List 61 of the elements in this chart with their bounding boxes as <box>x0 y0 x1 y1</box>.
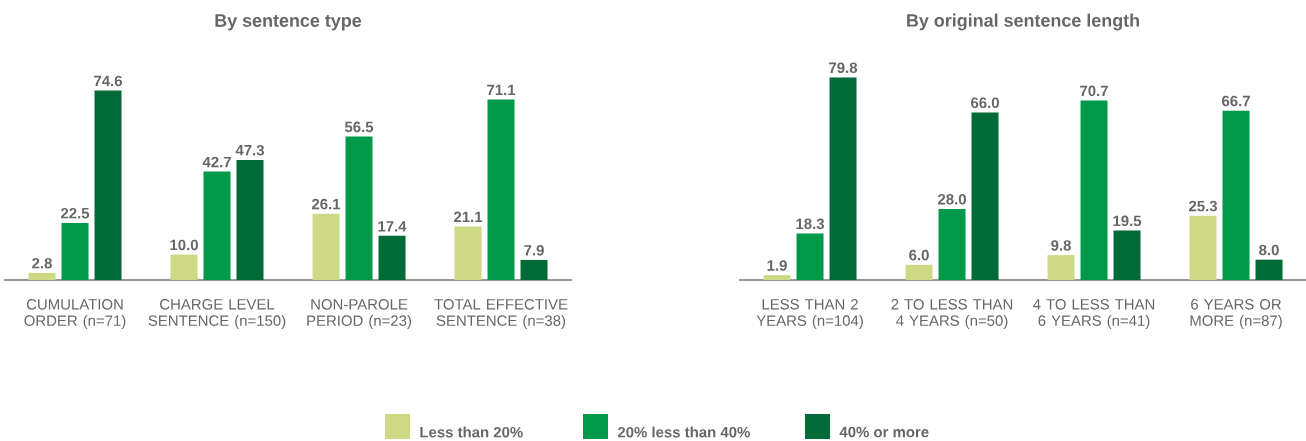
bar <box>938 208 966 280</box>
data-label: 6.0 <box>909 249 929 261</box>
bar <box>345 136 373 280</box>
data-label: 42.7 <box>202 156 231 168</box>
x-tick-label: LESS THAN 2 YEARS (n=104) <box>756 299 863 329</box>
bar <box>1255 259 1283 280</box>
bar <box>1047 255 1075 280</box>
data-label: 56.5 <box>344 121 374 133</box>
data-label: 1.9 <box>767 260 787 271</box>
chart-title: By original sentence length <box>907 13 1139 31</box>
data-label: 66.7 <box>1222 95 1250 107</box>
data-label: 66.0 <box>971 97 999 109</box>
x-tick-label: CUMULATION ORDER (n=71) <box>24 299 126 329</box>
data-label: 19.5 <box>1113 215 1142 227</box>
bar <box>378 235 406 280</box>
data-label: 79.8 <box>829 62 858 74</box>
data-label: 9.8 <box>1051 240 1071 251</box>
data-label: 70.7 <box>1080 85 1108 97</box>
bar <box>454 226 482 280</box>
data-label: 10.0 <box>170 239 198 251</box>
bar <box>170 254 198 280</box>
bar <box>203 171 231 280</box>
data-label: 25.3 <box>1189 200 1218 212</box>
bar <box>61 222 89 280</box>
data-label: 7.9 <box>524 244 544 256</box>
bar <box>28 272 56 280</box>
x-tick-label: 6 YEARS OR MORE (n=87) <box>1190 299 1282 329</box>
data-label: 22.5 <box>61 207 90 219</box>
data-label: 18.3 <box>796 218 825 230</box>
bar <box>1113 230 1141 280</box>
x-tick-label: 4 TO LESS THAN 6 YEARS (n=41) <box>1033 299 1155 329</box>
chart-title: By sentence type <box>215 14 362 31</box>
bar <box>1189 215 1217 280</box>
bar <box>905 264 933 280</box>
bar <box>763 275 791 280</box>
data-label: 21.1 <box>454 211 483 223</box>
data-label: 8.0 <box>1259 244 1279 256</box>
data-label: 47.3 <box>235 144 265 156</box>
bar <box>520 259 548 280</box>
x-tick-label: TOTAL EFFECTIVE SENTENCE (n=38) <box>434 299 568 329</box>
bar <box>1080 100 1108 280</box>
x-tick-label: CHARGE LEVEL SENTENCE (n=150) <box>148 299 286 329</box>
x-tick-label: 2 TO LESS THAN 4 YEARS (n=50) <box>891 299 1013 329</box>
bar <box>829 77 857 280</box>
legend-label: Less than 20% <box>420 426 523 438</box>
legend-label: 20% less than 40% <box>617 426 750 438</box>
bar <box>971 112 999 280</box>
legend-label: 40% or more <box>839 426 929 438</box>
bar <box>94 90 122 280</box>
data-label: 74.6 <box>94 75 123 87</box>
data-label: 17.4 <box>378 221 407 232</box>
bar <box>796 233 824 280</box>
data-label: 26.1 <box>312 198 341 210</box>
x-tick-label: NON-PAROLE PERIOD (n=23) <box>307 299 412 329</box>
data-label: 71.1 <box>487 84 516 96</box>
bar <box>487 99 515 280</box>
data-label: 2.8 <box>32 257 52 269</box>
bar <box>236 159 264 280</box>
data-label: 28.0 <box>938 193 966 205</box>
bar <box>312 213 340 280</box>
bar <box>1222 110 1250 280</box>
